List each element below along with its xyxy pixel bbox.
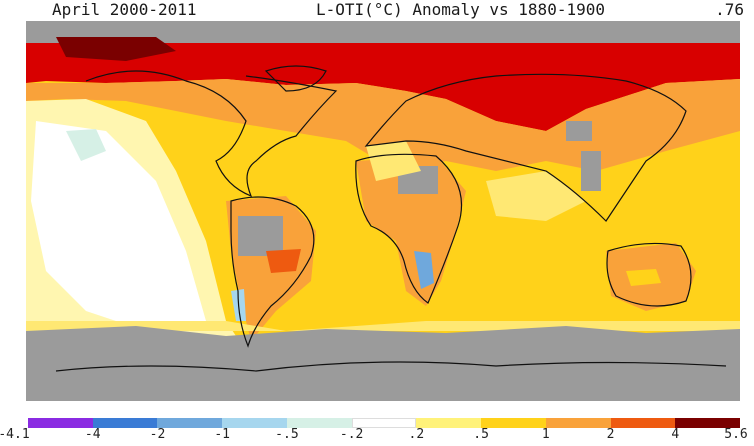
extreme-warm-region: [56, 37, 176, 61]
indian-ocean-region: [486, 171, 586, 221]
antarctica-coastline: [55, 361, 727, 372]
legend-label: -4: [84, 427, 101, 442]
global-mean-value: .76: [715, 0, 744, 19]
missing-data-amazon: [238, 216, 283, 256]
north-america-coastline: [85, 70, 338, 198]
legend-swatch: [286, 418, 352, 428]
arctic-warm-region: [26, 43, 740, 131]
temperature-anomaly-map: [26, 21, 740, 401]
legend-label: .5: [473, 427, 489, 442]
legend-swatch: [675, 418, 740, 428]
legend-swatch: [610, 418, 676, 428]
legend-swatch: [28, 418, 93, 428]
australia-coastline: [606, 242, 692, 307]
legend-swatch: [351, 418, 417, 428]
legend-swatch: [222, 418, 287, 428]
legend-label: -4.1: [0, 427, 30, 442]
legend-label: -1: [214, 427, 230, 442]
legend-label: -.5: [275, 427, 299, 442]
map-svg: [26, 21, 740, 401]
eurasia-coastline: [364, 73, 687, 222]
legend-swatch: [92, 418, 158, 428]
legend-swatch: [481, 418, 546, 428]
legend-label: .2: [408, 427, 425, 442]
legend-swatch: [416, 418, 482, 428]
map-title: L-OTI(°C) Anomaly vs 1880-1900: [316, 0, 605, 19]
color-scale-legend: [28, 418, 740, 428]
southern-africa-cool-patch: [414, 251, 434, 289]
legend-swatch: [545, 418, 611, 428]
missing-data-arctic: [26, 21, 740, 43]
legend-swatch: [157, 418, 223, 428]
legend-label: 5.6: [724, 427, 748, 442]
south-america-hot-patch: [266, 249, 301, 273]
coastlines: [55, 65, 727, 372]
australia-interior: [626, 269, 661, 286]
map-header: April 2000-2011 L-OTI(°C) Anomaly vs 188…: [0, 0, 754, 20]
legend-label: 2: [606, 427, 615, 442]
missing-data-antarctica: [26, 326, 740, 401]
greenland-coastline: [264, 65, 327, 92]
legend-label: -2: [149, 427, 166, 442]
legend-label: -.2: [339, 427, 364, 442]
legend-label: 4: [671, 427, 680, 442]
legend-label: 1: [541, 427, 550, 442]
missing-data-tibet: [581, 151, 601, 191]
pacific-neutral-region: [31, 121, 206, 331]
period-label: April 2000-2011: [52, 0, 197, 19]
africa-region: [356, 156, 466, 306]
south-america-coastline: [230, 196, 315, 348]
mediterranean-region: [366, 141, 421, 181]
pacific-cool-patch: [66, 129, 106, 161]
legend-labels: -4.1 -4 -2 -1 -.5 -.2 .2 .5 1 2 4 5.6: [0, 427, 754, 445]
missing-data-central-asia: [566, 121, 592, 141]
africa-coastline: [355, 153, 463, 304]
